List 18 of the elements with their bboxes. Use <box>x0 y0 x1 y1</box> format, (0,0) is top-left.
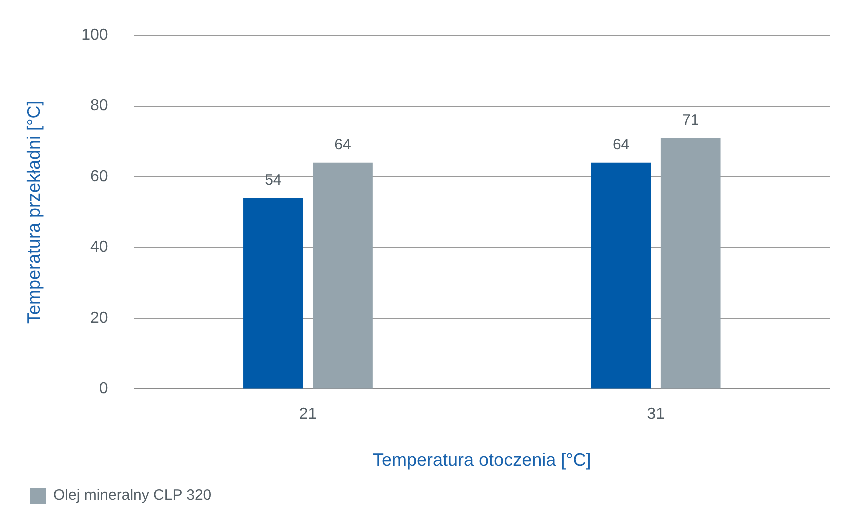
bar <box>660 138 721 389</box>
data-label: 71 <box>682 112 700 129</box>
y-tick-label: 60 <box>90 168 108 186</box>
y-axis-title: Temperatura przekładni [°C] <box>24 100 44 324</box>
y-tick-label: 0 <box>99 380 108 398</box>
bar <box>591 162 652 389</box>
bar <box>244 198 304 389</box>
y-tick-label: 20 <box>90 310 108 327</box>
data-label: 64 <box>334 136 352 154</box>
x-tick-label: 31 <box>647 406 666 424</box>
x-axis-title: Temperatura otoczenia [°C] <box>372 450 592 470</box>
bar <box>313 162 373 389</box>
data-label: 64 <box>612 136 630 154</box>
y-tick-label: 100 <box>82 27 108 44</box>
legend-label: Olej mineralny CLP 320 <box>54 487 212 504</box>
y-tick-label: 40 <box>90 239 108 256</box>
y-tick-label: 80 <box>90 98 108 115</box>
x-tick-label: 21 <box>299 406 318 424</box>
